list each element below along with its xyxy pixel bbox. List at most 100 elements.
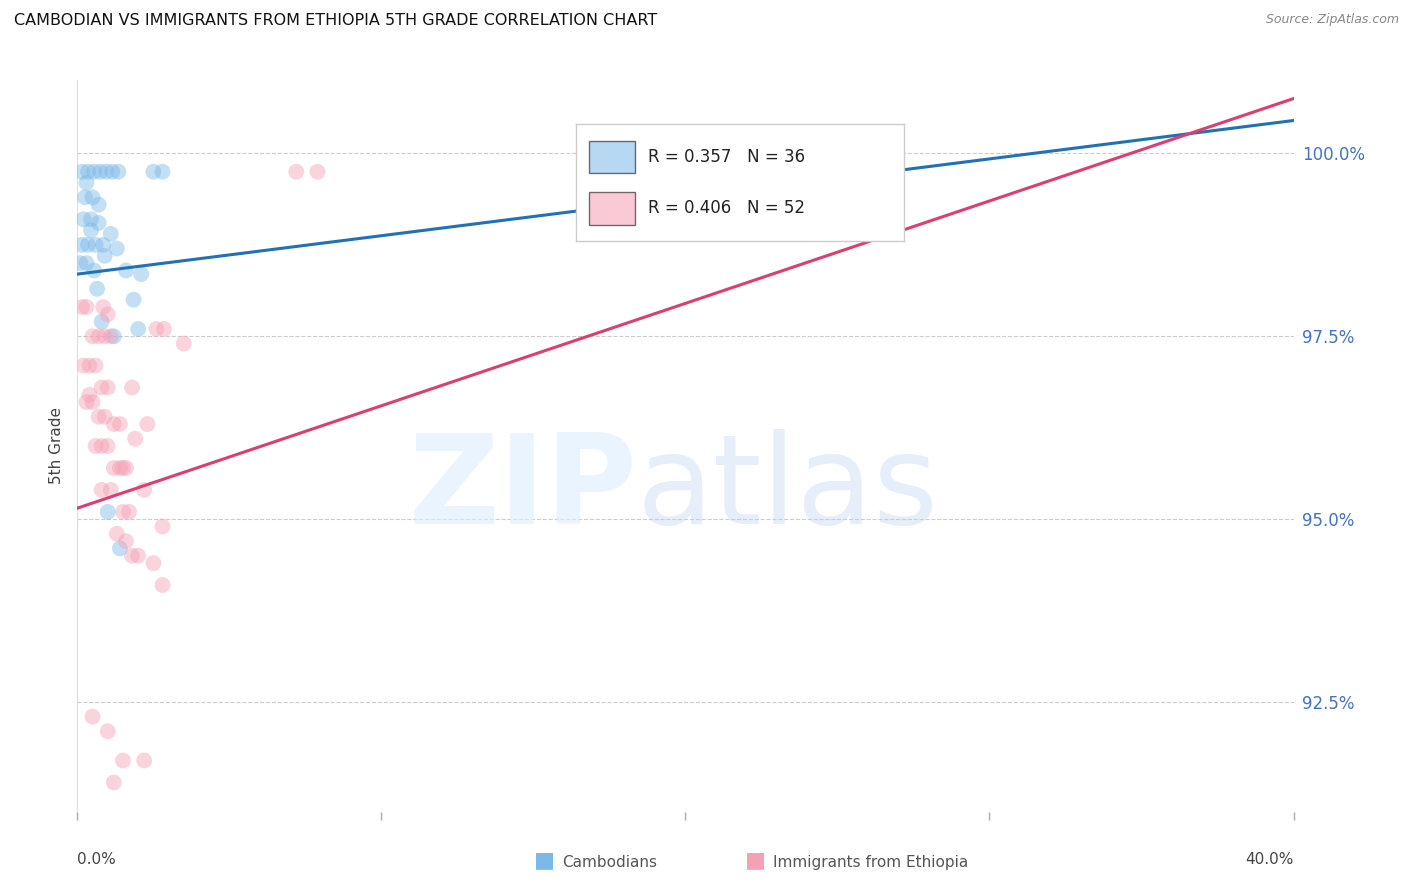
FancyBboxPatch shape (589, 192, 636, 225)
Point (134, 754, 156, 768)
Point (70, 300, 93, 314)
Point (90, 380, 112, 394)
Point (103, 775, 125, 789)
Point (82, 395, 104, 409)
Point (91, 300, 114, 314)
Point (84, 359, 107, 373)
Point (134, 483, 156, 497)
Point (93, 409, 115, 424)
Point (87, 197, 110, 211)
Point (69, 256, 91, 270)
Point (72, 359, 94, 373)
Point (307, 164, 329, 178)
Point (79, 359, 101, 373)
Point (90, 439, 112, 453)
FancyBboxPatch shape (589, 141, 636, 173)
Point (83, 263, 105, 277)
Point (79, 388, 101, 402)
Point (108, 541, 131, 556)
Point (103, 329, 125, 343)
Point (77, 238, 100, 252)
Point (87, 329, 110, 343)
Point (115, 534, 138, 549)
Y-axis label: 5th Grade: 5th Grade (49, 408, 65, 484)
Text: 0.0%: 0.0% (77, 852, 117, 867)
Point (80, 212, 103, 227)
Point (73, 190, 96, 204)
Point (107, 164, 129, 178)
Point (93, 249, 115, 263)
Point (91, 238, 114, 252)
Point (90, 315, 112, 329)
Point (100, 227, 122, 241)
Text: Source: ZipAtlas.com: Source: ZipAtlas.com (1265, 13, 1399, 27)
Point (122, 293, 145, 307)
Point (86, 282, 108, 296)
Text: R = 0.357   N = 36: R = 0.357 N = 36 (648, 148, 806, 166)
Point (115, 263, 138, 277)
Text: ■: ■ (534, 850, 555, 870)
Point (75, 395, 97, 409)
Point (97, 380, 120, 394)
Point (100, 329, 122, 343)
Point (87, 216, 110, 230)
Point (136, 417, 159, 431)
Text: ZIP: ZIP (408, 429, 637, 550)
Point (153, 322, 176, 336)
Point (103, 461, 125, 475)
Text: Cambodians: Cambodians (562, 855, 658, 870)
Point (152, 164, 174, 178)
Point (111, 754, 134, 768)
Point (101, 164, 124, 178)
Point (121, 549, 143, 563)
Point (142, 556, 165, 570)
Text: ■: ■ (745, 850, 766, 870)
Point (142, 164, 165, 178)
Point (105, 526, 128, 541)
Point (70, 164, 93, 178)
Point (84, 439, 107, 453)
Point (83, 164, 105, 178)
Point (129, 267, 152, 281)
Point (75, 176, 97, 190)
Point (75, 300, 97, 314)
Point (111, 461, 134, 475)
Point (80, 223, 103, 237)
Point (124, 432, 146, 446)
Point (84, 238, 107, 252)
Point (152, 578, 174, 592)
Point (72, 212, 94, 227)
Point (82, 709, 104, 723)
Point (103, 417, 125, 431)
Point (152, 519, 174, 533)
Point (100, 483, 122, 497)
Text: 40.0%: 40.0% (1246, 852, 1294, 867)
Text: R = 0.406   N = 52: R = 0.406 N = 52 (648, 200, 806, 218)
Point (111, 505, 134, 519)
Point (145, 322, 167, 336)
Text: atlas: atlas (637, 429, 939, 550)
Point (70, 238, 93, 252)
Point (87, 409, 110, 424)
Point (97, 307, 120, 321)
Point (173, 336, 195, 351)
Point (108, 461, 131, 475)
Point (97, 724, 120, 739)
Point (108, 417, 131, 431)
Point (93, 329, 115, 343)
Point (115, 461, 138, 475)
Point (121, 380, 143, 394)
Point (285, 164, 308, 178)
Text: CAMBODIAN VS IMMIGRANTS FROM ETHIOPIA 5TH GRADE CORRELATION CHART: CAMBODIAN VS IMMIGRANTS FROM ETHIOPIA 5T… (14, 13, 658, 29)
Point (105, 242, 128, 256)
Point (97, 505, 120, 519)
Text: Immigrants from Ethiopia: Immigrants from Ethiopia (773, 855, 969, 870)
Point (82, 190, 104, 204)
Point (97, 439, 120, 453)
Point (77, 164, 100, 178)
Point (75, 256, 97, 270)
Point (118, 505, 141, 519)
Point (127, 549, 149, 563)
Point (127, 322, 149, 336)
Point (82, 329, 104, 343)
